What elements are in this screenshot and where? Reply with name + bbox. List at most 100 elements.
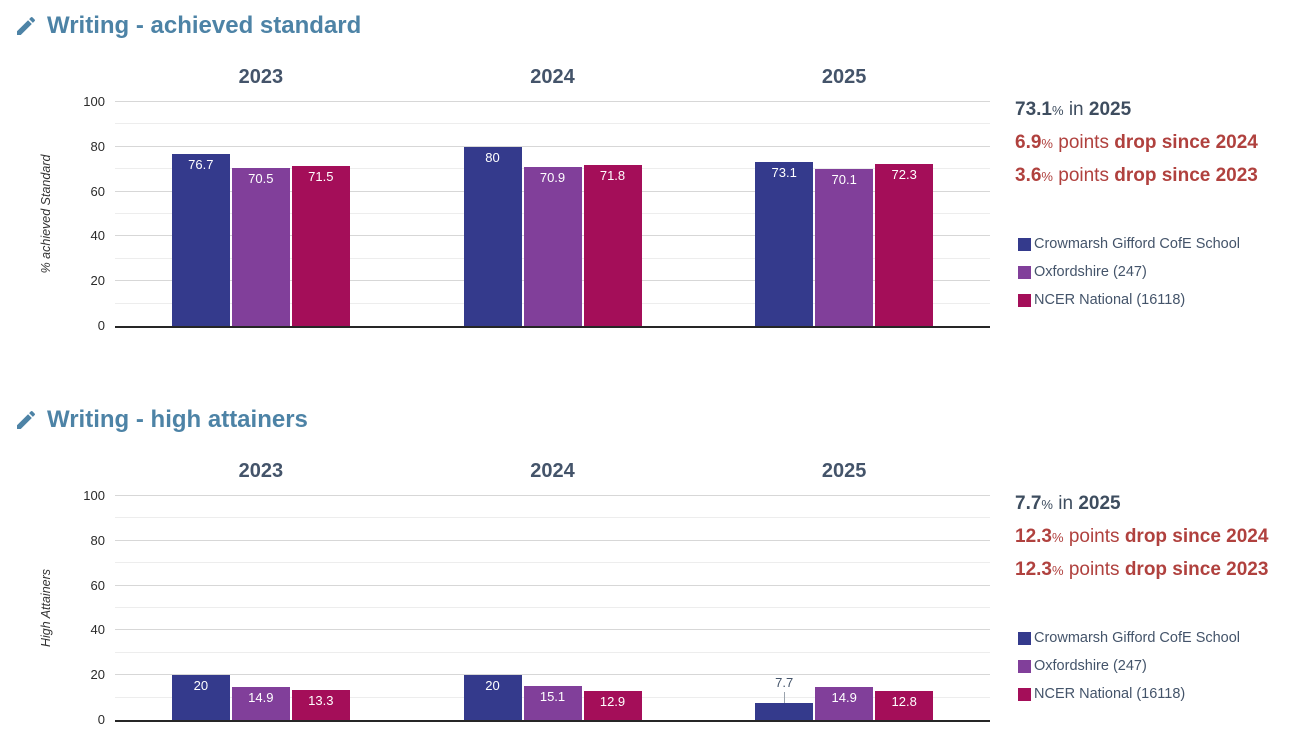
gridline bbox=[115, 517, 990, 519]
bar[interactable]: 71.5 bbox=[291, 165, 350, 326]
y-tick-label: 40 bbox=[90, 622, 105, 638]
legend-item[interactable]: NCER National (16118) bbox=[1018, 286, 1240, 314]
bar[interactable]: 80 bbox=[463, 146, 522, 326]
legend-swatch bbox=[1018, 237, 1031, 251]
headline-stat: 73.1% in 2025 bbox=[1015, 99, 1132, 120]
legend: Crowmarsh Gifford CofE School Oxfordshire… bbox=[1018, 230, 1240, 314]
gridline bbox=[115, 145, 990, 147]
bar-value-label: 13.3 bbox=[308, 693, 334, 709]
legend-item[interactable]: Crowmarsh Gifford CofE School bbox=[1018, 624, 1240, 652]
bar[interactable]: 15.1 bbox=[523, 686, 582, 720]
bar-value-label: 12.9 bbox=[599, 694, 626, 710]
pencil-icon bbox=[14, 14, 38, 38]
bar[interactable]: 14.9 bbox=[231, 686, 290, 720]
label-leader-line bbox=[784, 691, 786, 703]
chart-title-text: Writing - high attainers bbox=[47, 406, 308, 433]
y-axis-ticks: 0 20 40 60 80 100 bbox=[57, 94, 105, 333]
year-header: 2024 bbox=[530, 66, 575, 88]
plot-area: 76.7 70.5 71.5 80 70.9 71.8 73.1 70.1 72.3 bbox=[115, 101, 990, 328]
gridline bbox=[115, 123, 990, 125]
year-header-row: 2023 2024 2025 bbox=[115, 460, 990, 483]
legend-swatch bbox=[1018, 293, 1031, 307]
year-header: 2024 bbox=[530, 460, 575, 482]
bar[interactable]: 12.8 bbox=[875, 691, 934, 720]
bar-value-label: 70.1 bbox=[831, 171, 857, 187]
bar-value-label: 7.7 bbox=[775, 674, 794, 690]
bar[interactable]: 71.8 bbox=[583, 165, 642, 326]
legend-label: Crowmarsh Gifford CofE School bbox=[1034, 630, 1241, 646]
bar[interactable]: 76.7 bbox=[171, 154, 230, 326]
legend-swatch bbox=[1018, 265, 1031, 279]
y-tick-label: 100 bbox=[83, 94, 105, 109]
bar[interactable]: 70.5 bbox=[231, 168, 290, 326]
bar[interactable]: 14.9 bbox=[815, 686, 874, 720]
y-tick-label: 20 bbox=[90, 273, 105, 289]
bar-value-label: 71.5 bbox=[308, 168, 334, 184]
legend-item[interactable]: Oxfordshire (247) bbox=[1018, 258, 1240, 286]
chart-title-text: Writing - achieved standard bbox=[47, 12, 362, 39]
bar-value-label: 20 bbox=[193, 678, 209, 694]
bar[interactable]: 12.9 bbox=[583, 691, 642, 720]
chart-title: Writing - high attainers bbox=[14, 406, 308, 434]
bar-value-label: 20 bbox=[485, 678, 500, 694]
y-tick-label: 80 bbox=[90, 532, 105, 548]
year-header: 2025 bbox=[821, 66, 867, 88]
bar[interactable]: 13.3 bbox=[291, 690, 350, 720]
plot-area: 20 14.9 13.3 20 15.1 12.9 7.7 14.9 12.8 bbox=[115, 495, 990, 722]
legend-label: Oxfordshire (247) bbox=[1034, 264, 1147, 280]
legend: Crowmarsh Gifford CofE School Oxfordshire… bbox=[1018, 624, 1240, 708]
gridline bbox=[115, 629, 990, 631]
bar-value-label: 15.1 bbox=[539, 689, 566, 705]
bar[interactable]: 20 bbox=[171, 675, 230, 720]
bar-value-label: 71.8 bbox=[599, 168, 626, 184]
legend-label: Crowmarsh Gifford CofE School bbox=[1034, 236, 1241, 252]
y-tick-label: 60 bbox=[90, 183, 105, 199]
change-stat: 3.6% points drop since 2023 bbox=[1015, 165, 1258, 186]
bar-value-label: 70.5 bbox=[248, 171, 274, 187]
change-stat: 6.9% points drop since 2024 bbox=[1015, 132, 1258, 153]
y-axis-title: High Attainers bbox=[39, 568, 53, 648]
bar-value-label: 80 bbox=[485, 149, 500, 165]
y-tick-label: 20 bbox=[90, 667, 105, 683]
stats-panel: 73.1% in 2025 6.9% points drop since 2024… bbox=[1015, 94, 1258, 193]
y-axis-ticks: 0 20 40 60 80 100 bbox=[57, 488, 105, 727]
legend-label: NCER National (16118) bbox=[1034, 686, 1186, 702]
bar[interactable]: 70.9 bbox=[523, 167, 582, 326]
y-tick-label: 0 bbox=[97, 712, 105, 727]
change-stat: 12.3% points drop since 2023 bbox=[1015, 559, 1269, 580]
bar-value-label: 14.9 bbox=[248, 689, 274, 705]
bar-value-label: 12.8 bbox=[891, 694, 917, 710]
year-header-row: 2023 2024 2025 bbox=[115, 66, 990, 89]
bar-value-label: 73.1 bbox=[771, 165, 797, 181]
legend-swatch bbox=[1018, 659, 1031, 673]
bar-value-label: 72.3 bbox=[891, 167, 917, 183]
bar-value-label: 76.7 bbox=[188, 157, 214, 173]
y-tick-label: 80 bbox=[90, 138, 105, 154]
y-axis-title: % achieved Standard bbox=[39, 154, 53, 274]
legend-item[interactable]: NCER National (16118) bbox=[1018, 680, 1240, 708]
legend-swatch bbox=[1018, 687, 1031, 701]
chart-title: Writing - achieved standard bbox=[14, 12, 361, 40]
bar[interactable]: 73.1 bbox=[755, 162, 814, 326]
change-stat: 12.3% points drop since 2024 bbox=[1015, 526, 1269, 547]
bar[interactable]: 20 bbox=[463, 675, 522, 720]
bar[interactable] bbox=[755, 702, 814, 720]
bar-value-label: 70.9 bbox=[539, 170, 566, 186]
chart-section-achieved-standard: Writing - achieved standard 2023 2024 2025… bbox=[0, 8, 1303, 398]
year-header: 2023 bbox=[238, 460, 284, 482]
legend-label: NCER National (16118) bbox=[1034, 292, 1186, 308]
year-header: 2025 bbox=[821, 460, 867, 482]
stats-panel: 7.7% in 2025 12.3% points drop since 2024… bbox=[1015, 488, 1268, 587]
gridline bbox=[115, 674, 990, 676]
headline-stat: 7.7% in 2025 bbox=[1015, 493, 1121, 514]
year-header: 2023 bbox=[238, 66, 284, 88]
y-tick-label: 100 bbox=[83, 488, 105, 503]
gridline bbox=[115, 539, 990, 541]
gridline bbox=[115, 101, 990, 102]
bar[interactable]: 72.3 bbox=[875, 164, 934, 326]
bar[interactable]: 70.1 bbox=[815, 168, 874, 326]
bar-value-label: 14.9 bbox=[831, 689, 857, 705]
legend-item[interactable]: Crowmarsh Gifford CofE School bbox=[1018, 230, 1240, 258]
legend-item[interactable]: Oxfordshire (247) bbox=[1018, 652, 1240, 680]
legend-swatch bbox=[1018, 631, 1031, 645]
